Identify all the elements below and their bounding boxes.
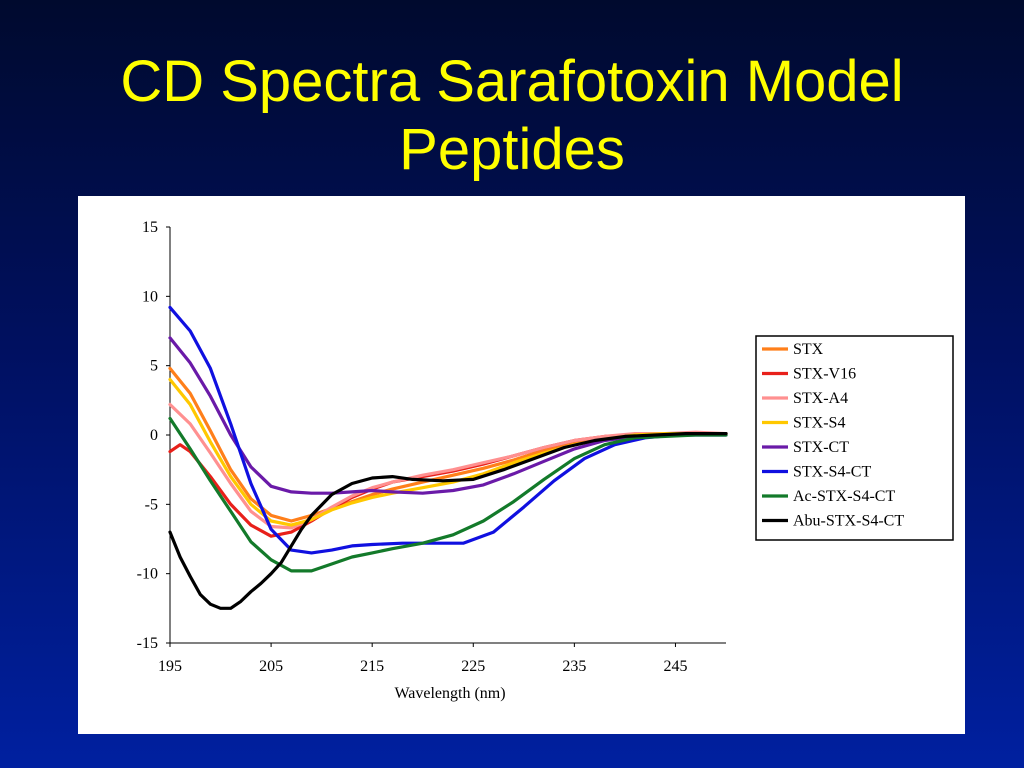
series-line-abu-stx-s4-ct (168, 432, 728, 610)
x-tick-label: 225 (461, 658, 485, 675)
legend-label: STX-S4 (793, 415, 845, 432)
chart-legend: STX STX-V16 STX-A4 STX-S4 STX-CT STX-S4-CT Ac-… (755, 335, 954, 541)
y-tick-label: -15 (137, 635, 158, 652)
x-tick-label: 205 (259, 658, 283, 675)
y-tick-label: 0 (150, 427, 158, 444)
x-axis-label: Wavelength (nm) (394, 685, 505, 702)
series-line-stx-s4 (168, 377, 728, 527)
legend-label: Ac-STX-S4-CT (793, 488, 895, 505)
x-tick-label: 215 (360, 658, 384, 675)
y-tick-label: 5 (150, 358, 158, 375)
x-tick-label: 245 (663, 658, 687, 675)
x-tick-label: 195 (158, 658, 182, 675)
chart-series-lines (168, 305, 728, 610)
y-tick-label: -10 (137, 566, 158, 583)
series-line-stx (168, 366, 728, 523)
legend-label: STX-A4 (793, 390, 848, 407)
slide-title-line-1: CD Spectra Sarafotoxin Model (120, 49, 904, 114)
legend-label: STX-V16 (793, 366, 856, 383)
y-tick-label: -5 (145, 496, 158, 513)
y-tick-label: 10 (142, 288, 158, 305)
slide-title-line-2: Peptides (399, 117, 625, 182)
y-tick-label: 15 (142, 219, 158, 236)
legend-label: STX (793, 341, 824, 358)
series-line-stx-v16 (168, 432, 728, 538)
chart-panel: 15 10 5 0 -5 -10 -15 195 205 215 225 235 245 Waveleng… (78, 196, 965, 734)
legend-box (755, 335, 954, 541)
legend-label: STX-S4-CT (793, 464, 871, 481)
series-line-stx-s4-ct (168, 305, 728, 555)
slide-title: CD Spectra Sarafotoxin Model Peptides (0, 48, 1024, 184)
legend-label: Abu-STX-S4-CT (793, 513, 904, 530)
series-line-ac-stx-s4-ct (168, 416, 728, 573)
x-tick-label: 235 (562, 658, 586, 675)
legend-label: STX-CT (793, 439, 849, 456)
series-line-stx-a4 (168, 402, 728, 530)
